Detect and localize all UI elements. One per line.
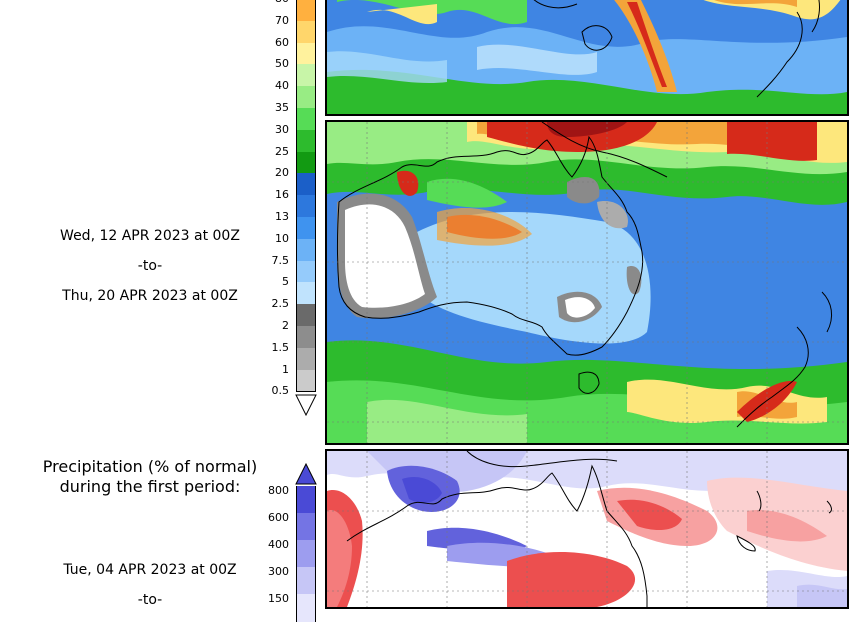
colorbar-swatch <box>296 567 316 595</box>
colorbar-tick-label: 40 <box>275 79 289 93</box>
colorbar-tick-label: 5 <box>282 275 289 289</box>
colorbar-tick-label: 600 <box>268 511 289 524</box>
colorbar-tick-label: 1 <box>282 362 289 376</box>
colorbar-tick-label: 20 <box>275 166 289 180</box>
precip-map-panel-2 <box>325 120 849 445</box>
colorbar-swatch <box>296 20 316 44</box>
colorbar-tick-label: 2 <box>282 319 289 332</box>
colorbar-swatch <box>296 108 316 131</box>
colorbar-tick-label: 400 <box>268 538 289 551</box>
colorbar-swatch <box>296 369 316 392</box>
colorbar-swatch <box>296 540 316 568</box>
colorbar-swatch <box>296 326 316 349</box>
colorbar-tick-label: 16 <box>275 188 289 202</box>
colorbar-tick-label: 2.5 <box>271 297 290 311</box>
colorbar-swatch <box>296 260 316 283</box>
colorbar-max-arrow-icon <box>295 462 317 485</box>
colorbar-tick-label: 50 <box>275 57 289 71</box>
precip-map-panel-1 <box>325 0 849 116</box>
period-end-date: Thu, 20 APR 2023 at 00Z <box>62 288 238 304</box>
colorbar-swatch <box>296 195 316 218</box>
colorbar-swatch <box>296 129 316 153</box>
anomaly-map-panel <box>325 449 849 609</box>
colorbar-swatch <box>296 486 316 514</box>
colorbar-tick-label: 70 <box>275 13 289 27</box>
colorbar-swatch <box>296 282 316 305</box>
colorbar-tick-label: 0.5 <box>271 384 290 398</box>
colorbar-swatch <box>296 513 316 541</box>
colorbar-border <box>296 391 316 393</box>
colorbar-swatch <box>296 594 316 622</box>
colorbar-swatch <box>296 238 316 262</box>
colorbar-tick-label: 7.5 <box>271 253 290 267</box>
colorbar-swatch <box>296 347 316 371</box>
period-start-date: Wed, 12 APR 2023 at 00Z <box>60 228 240 244</box>
colorbar-swatch <box>296 86 316 109</box>
colorbar-tick-label: 25 <box>275 144 289 158</box>
colorbar-swatch <box>296 64 316 87</box>
colorbar-tick-label: 13 <box>275 210 289 223</box>
colorbar-tick-label: 60 <box>275 35 289 49</box>
period-separator: -to- <box>137 258 163 274</box>
colorbar-tick-label: 80 <box>250 0 289 5</box>
colorbar-tick-label: 800 <box>268 484 289 497</box>
colorbar-min-arrow-icon <box>295 394 317 417</box>
colorbar-swatch <box>296 173 316 196</box>
anomaly-period-start-date: Tue, 04 APR 2023 at 00Z <box>63 562 237 578</box>
colorbar-swatch <box>296 304 316 327</box>
colorbar-swatch <box>296 42 316 65</box>
colorbar-tick-label: 300 <box>268 565 289 578</box>
colorbar-tick-label: 1.5 <box>271 340 290 354</box>
anomaly-period-separator: -to- <box>137 592 163 608</box>
colorbar-swatch <box>296 217 316 240</box>
colorbar-swatch <box>296 151 316 174</box>
colorbar-tick-label: 10 <box>275 231 289 245</box>
anomaly-title-line1: Precipitation (% of normal) <box>42 457 258 476</box>
anomaly-title-line2: during the first period: <box>59 477 241 496</box>
colorbar-tick-label: 35 <box>275 101 289 114</box>
colorbar-swatch <box>296 0 316 22</box>
colorbar-tick-label: 30 <box>275 122 289 136</box>
